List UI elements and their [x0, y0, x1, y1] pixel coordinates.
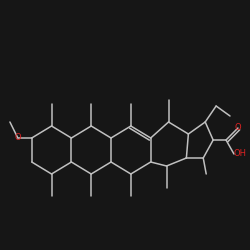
- Text: OH: OH: [234, 150, 247, 158]
- Text: O: O: [14, 134, 21, 142]
- Text: O: O: [234, 124, 241, 132]
